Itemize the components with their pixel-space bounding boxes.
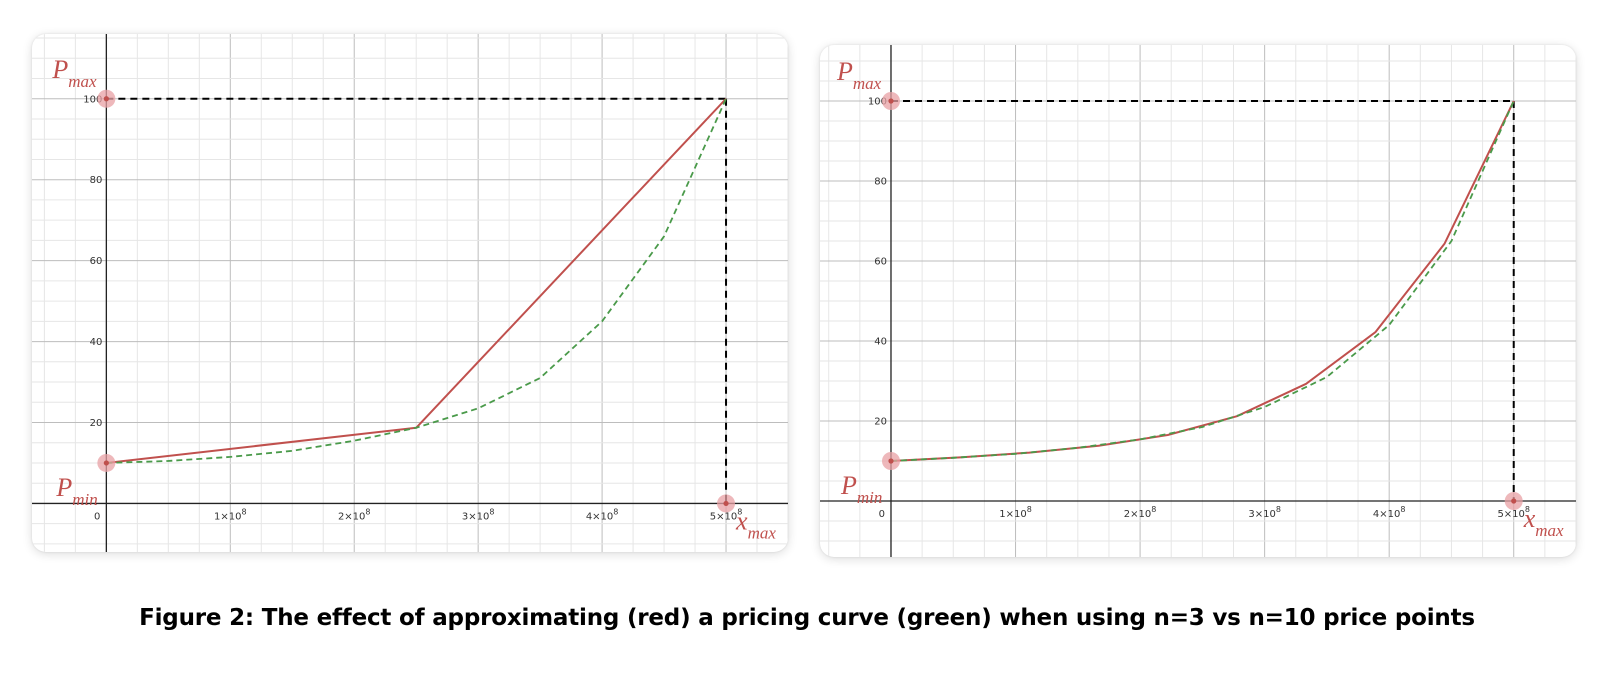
xmax-point-dot — [723, 501, 728, 506]
pmax-point-dot — [104, 96, 109, 101]
y-tick-label: 60 — [874, 257, 887, 268]
x-tick-label: 0 — [94, 511, 100, 522]
figure-caption: Figure 2: The effect of approximating (r… — [0, 605, 1614, 631]
grid — [820, 45, 1576, 557]
pmax-point-dot — [888, 98, 893, 103]
y-tick-label: 20 — [874, 417, 887, 428]
xmax-point-dot — [1511, 498, 1516, 503]
chart-panel-n10: 20 40 60 80 100 0 1×108 2×108 3×108 4×108 5×108 Pma… — [820, 45, 1576, 557]
x-tick-label: 0 — [879, 509, 885, 520]
y-tick-label: 80 — [874, 177, 887, 188]
xmax-label: xmax — [735, 506, 776, 542]
pmin-point-dot — [104, 460, 109, 465]
y-tick-label: 40 — [874, 337, 887, 348]
y-tick-label: 40 — [90, 337, 103, 348]
y-tick-label: 60 — [90, 256, 103, 267]
chart-panel-n3: 20 40 60 80 100 0 1×108 2×108 3×108 4×108 5×108 Pma… — [32, 34, 788, 552]
pmax-label: Pmax — [51, 55, 97, 91]
y-tick-label: 20 — [90, 418, 103, 429]
pmax-label: Pmax — [836, 57, 882, 93]
pmin-point-dot — [888, 458, 893, 463]
grid — [32, 34, 788, 552]
xmax-label: xmax — [1523, 504, 1564, 540]
y-tick-label: 80 — [90, 175, 103, 186]
